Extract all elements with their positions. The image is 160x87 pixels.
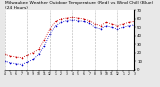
Text: Milwaukee Weather Outdoor Temperature (Red) vs Wind Chill (Blue) (24 Hours): Milwaukee Weather Outdoor Temperature (R…: [5, 1, 153, 10]
